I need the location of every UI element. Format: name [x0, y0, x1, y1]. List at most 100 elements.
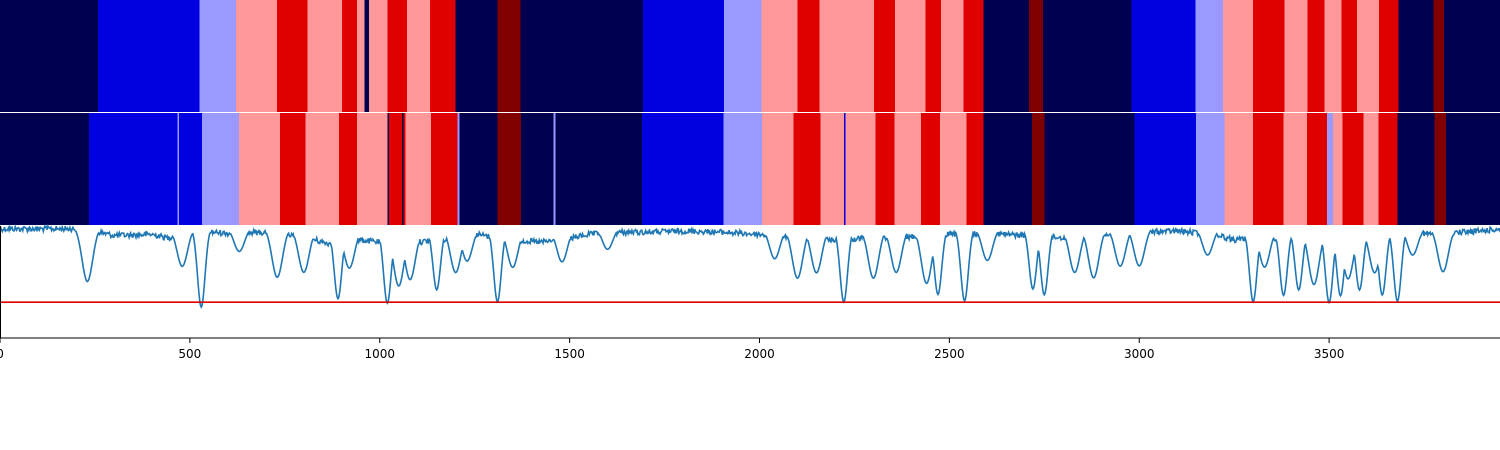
state-segment	[307, 0, 342, 112]
state-track-bottom	[0, 113, 1500, 225]
x-tick-label: 2500	[934, 347, 965, 361]
state-segment	[339, 113, 357, 225]
state-segment	[1434, 113, 1447, 225]
state-segment	[1332, 113, 1343, 225]
state-segment	[963, 0, 984, 112]
signal-background	[0, 226, 1500, 338]
state-segment	[1357, 0, 1380, 112]
state-segment	[401, 113, 404, 225]
state-segment	[895, 0, 926, 112]
state-segment	[1223, 0, 1254, 112]
state-segment	[941, 0, 964, 112]
state-segment	[1444, 0, 1500, 112]
state-segment	[1032, 113, 1045, 225]
state-segment	[797, 0, 820, 112]
state-segment	[1379, 0, 1399, 112]
state-segment	[459, 113, 498, 225]
state-segment	[875, 113, 895, 225]
state-segment	[1283, 113, 1308, 225]
state-segment	[405, 113, 432, 225]
state-segment	[1307, 113, 1328, 225]
state-segment	[1398, 0, 1434, 112]
state-segment	[177, 113, 180, 225]
signal-panel	[0, 112, 1500, 339]
state-segment	[1324, 0, 1342, 112]
state-segment	[761, 0, 798, 112]
state-segment	[1029, 0, 1043, 112]
state-segment	[874, 0, 896, 112]
state-segment	[1042, 0, 1132, 112]
state-segment	[894, 113, 921, 225]
state-segment	[1433, 0, 1445, 112]
x-tick-label: 2000	[744, 347, 775, 361]
state-segment	[553, 113, 556, 225]
state-segment	[0, 0, 98, 112]
state-segment	[1195, 0, 1224, 112]
state-segment	[983, 0, 1030, 112]
state-segment	[455, 0, 498, 112]
state-segment	[641, 113, 724, 225]
state-segment	[920, 113, 940, 225]
state-segment	[939, 113, 967, 225]
x-tick-label: 3500	[1314, 347, 1345, 361]
state-segment	[724, 0, 762, 112]
state-segment	[407, 0, 430, 112]
state-segment	[341, 0, 357, 112]
state-segment	[1446, 113, 1500, 225]
state-segment	[497, 0, 521, 112]
state-segment	[1327, 113, 1333, 225]
state-segment	[277, 0, 308, 112]
state-segment	[364, 0, 370, 112]
state-segment	[387, 0, 408, 112]
state-segment	[762, 113, 794, 225]
state-segment	[1378, 113, 1398, 225]
x-tick-label: 3000	[1124, 347, 1155, 361]
x-tick-label: 0	[0, 347, 4, 361]
state-segment	[429, 0, 456, 112]
state-segment	[389, 113, 402, 225]
state-segment	[369, 0, 388, 112]
state-segment	[820, 113, 844, 225]
state-segment	[1224, 113, 1254, 225]
state-segment	[925, 0, 942, 112]
state-segment	[1307, 0, 1325, 112]
state-segment	[403, 113, 406, 225]
x-axis: 0 500 1000 1500 2000 2500 3000 3500	[0, 338, 1344, 361]
state-segment	[1253, 113, 1284, 225]
state-segment	[723, 113, 763, 225]
state-segment	[0, 113, 90, 225]
state-track-top	[0, 0, 1500, 112]
state-segment	[555, 113, 642, 225]
state-segment	[1253, 0, 1285, 112]
state-segment	[497, 113, 522, 225]
x-tick-label: 1000	[364, 347, 395, 361]
state-segment	[356, 0, 365, 112]
state-segment	[199, 0, 237, 112]
state-segment	[843, 113, 846, 225]
state-segment	[793, 113, 821, 225]
state-segment	[520, 0, 643, 112]
state-segment	[431, 113, 458, 225]
state-segment	[1397, 113, 1435, 225]
state-segment	[1134, 113, 1197, 225]
state-segment	[1363, 113, 1379, 225]
state-segment	[457, 113, 460, 225]
state-segment	[642, 0, 725, 112]
state-segment	[1342, 113, 1364, 225]
state-segment	[236, 0, 278, 112]
state-segment	[1131, 0, 1196, 112]
state-segment	[1044, 113, 1135, 225]
state-segment	[1196, 113, 1225, 225]
state-segment	[97, 0, 200, 112]
signal-line	[0, 223, 1500, 309]
state-segment	[89, 113, 178, 225]
state-segment	[966, 113, 984, 225]
state-segment	[356, 113, 388, 225]
state-segment	[305, 113, 340, 225]
x-tick-label: 1500	[554, 347, 585, 361]
state-segment	[819, 0, 875, 112]
state-segment	[202, 113, 240, 225]
state-segment	[1284, 0, 1308, 112]
state-segment	[179, 113, 203, 225]
